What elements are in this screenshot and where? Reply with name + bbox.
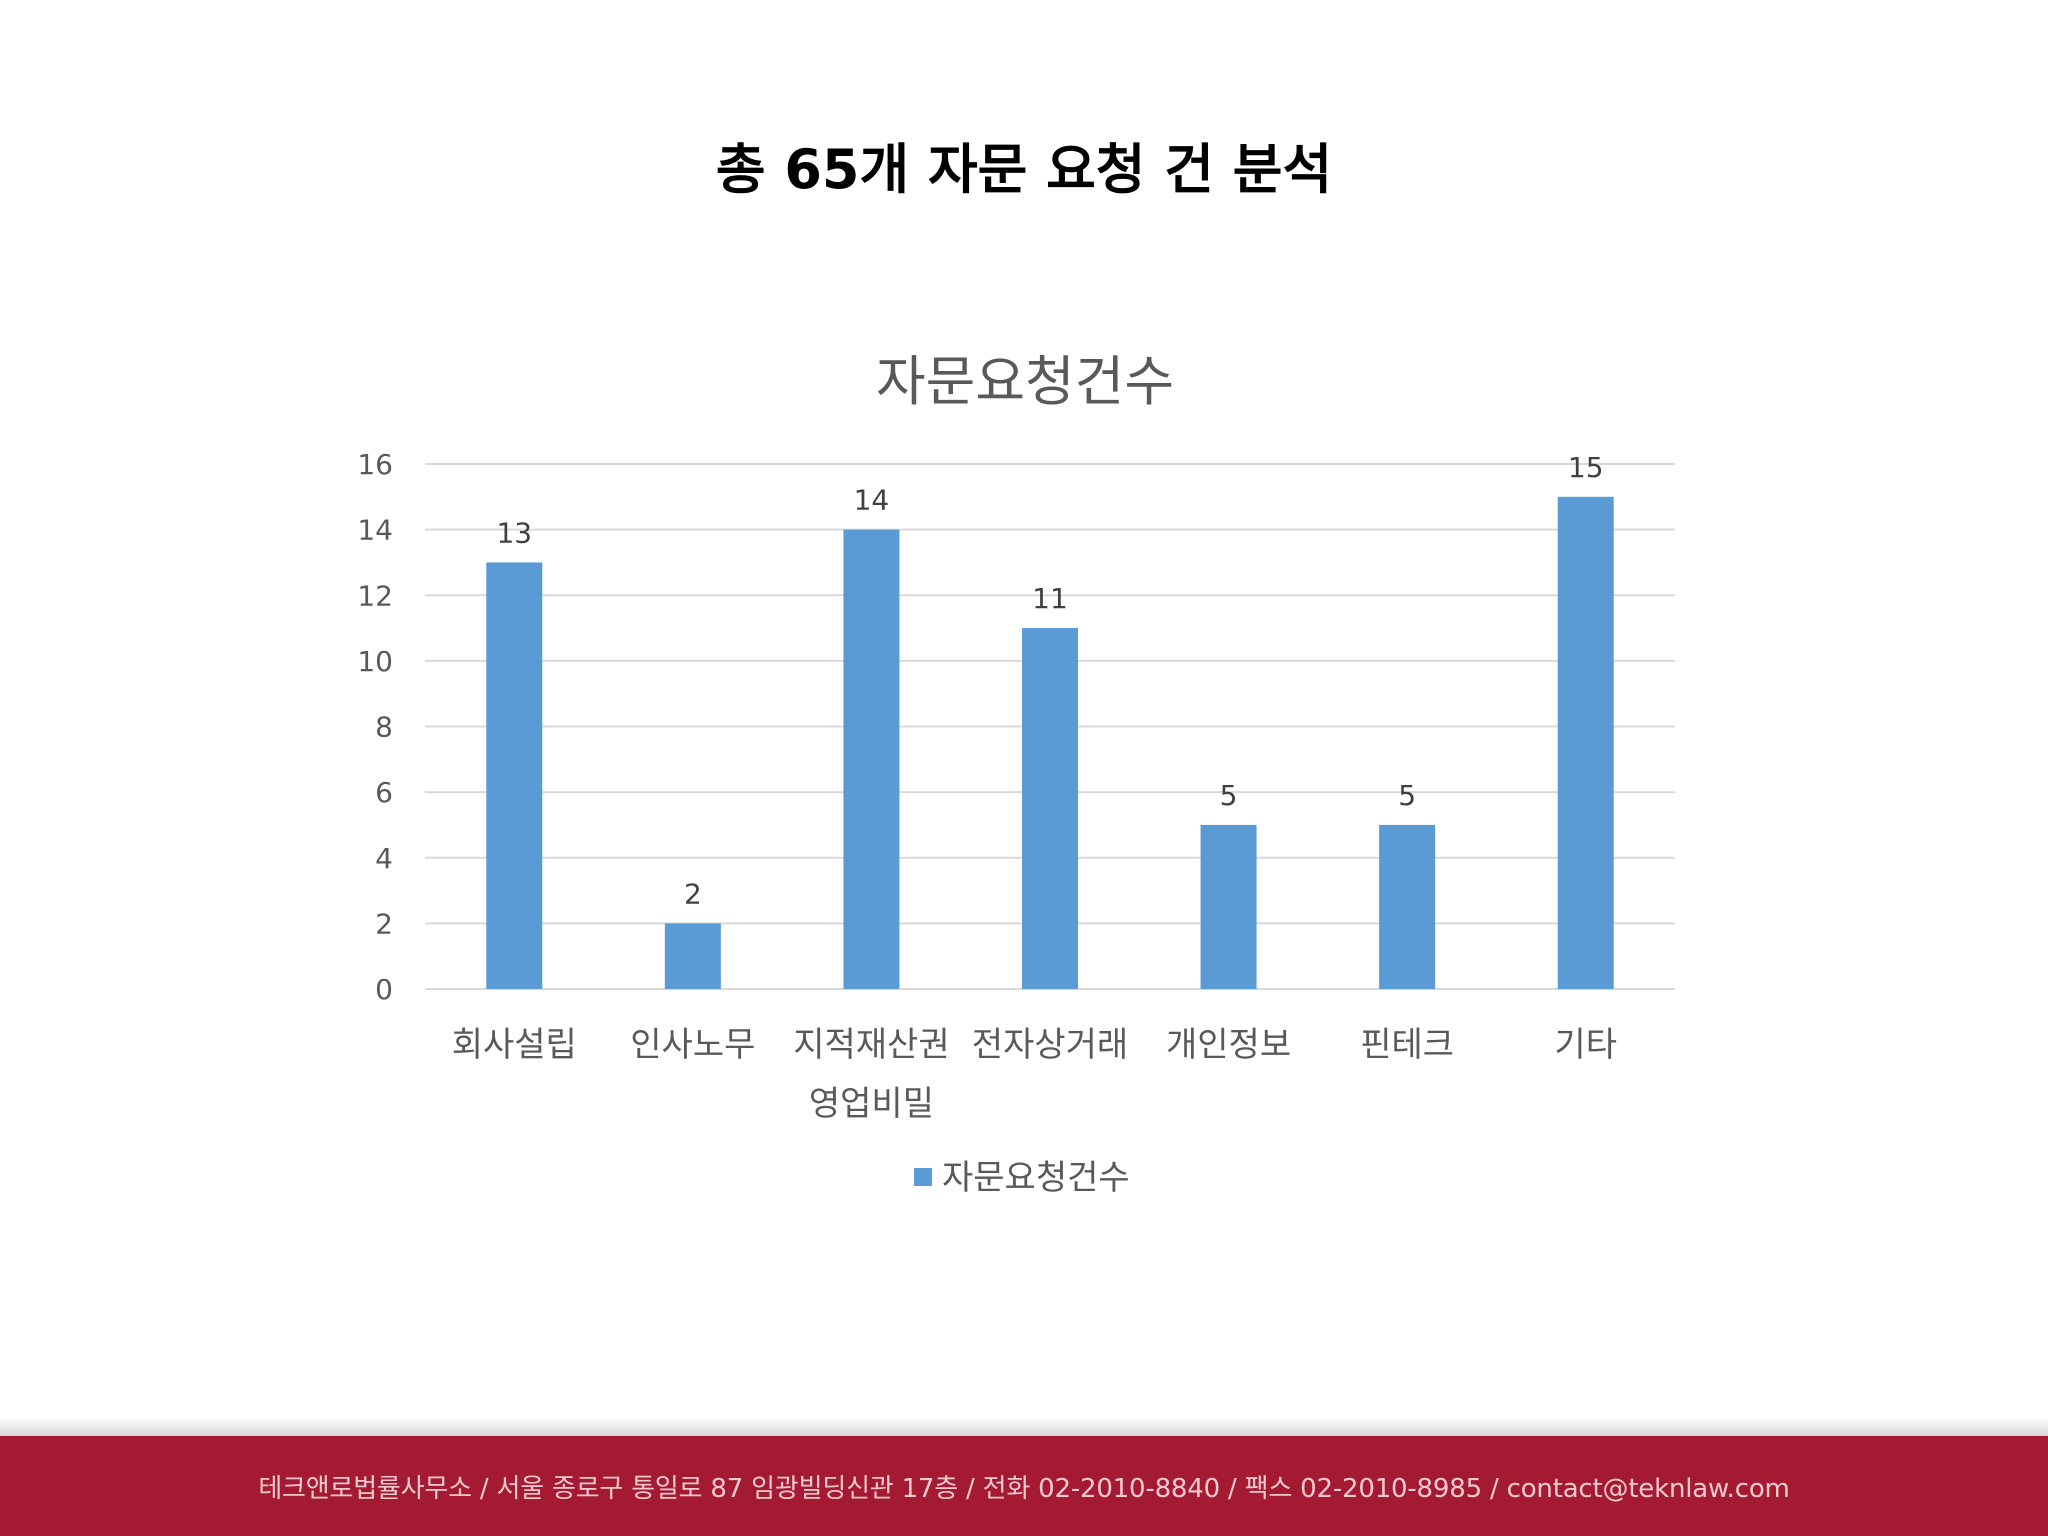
x-tick-label: 전자상거래 [972, 1025, 1128, 1065]
data-label: 11 [1032, 582, 1068, 615]
y-tick-label: 12 [357, 579, 393, 612]
bar [664, 923, 721, 989]
y-tick-label: 4 [375, 842, 393, 875]
bar [1379, 824, 1436, 989]
x-tick-label: 핀테크 [1360, 1025, 1454, 1065]
x-tick-label: 인사노무 [630, 1025, 755, 1065]
x-tick-label: 영업비밀 [809, 1084, 934, 1124]
chart-title: 자문요청건수 [876, 350, 1174, 413]
legend-swatch [914, 1168, 932, 1186]
y-tick-label: 0 [375, 973, 393, 1006]
legend: 자문요청건수 [914, 1158, 1130, 1198]
y-tick-label: 8 [375, 711, 393, 744]
data-label: 5 [1220, 779, 1238, 812]
page-title: 총 65개 자문 요청 건 분석 [715, 138, 1333, 201]
y-tick-label: 2 [375, 907, 393, 940]
y-tick-label: 16 [357, 448, 393, 481]
bar [843, 529, 900, 989]
bar-chart: 자문요청건수 0 2 4 6 8 10 12 14 16 13 2 14 11 5 5 15 회사설립 인사노… [357, 350, 1675, 1198]
data-label: 2 [684, 877, 702, 910]
y-tick-label: 10 [357, 645, 393, 678]
bar [1200, 824, 1257, 989]
legend-label: 자문요청건수 [942, 1158, 1130, 1198]
bars [486, 496, 1614, 989]
x-tick-label: 회사설립 [452, 1025, 577, 1065]
data-label: 15 [1568, 451, 1604, 484]
bar [1557, 496, 1614, 989]
data-label: 13 [496, 516, 532, 549]
x-tick-label: 기타 [1554, 1025, 1617, 1065]
footer: 테크앤로법률사무소 / 서울 종로구 통일로 87 임광빌딩신관 17층 / 전… [0, 1436, 2048, 1536]
y-tick-label: 14 [357, 514, 393, 547]
x-tick-label: 지적재산권 [793, 1025, 949, 1065]
y-axis-ticks: 0 2 4 6 8 10 12 14 16 [357, 448, 393, 1006]
bar [486, 562, 543, 989]
y-tick-label: 6 [375, 776, 393, 809]
data-label: 14 [854, 484, 890, 517]
bar [1022, 628, 1078, 989]
data-label: 5 [1398, 779, 1416, 812]
footer-shadow [0, 1418, 2048, 1438]
x-tick-label: 개인정보 [1166, 1025, 1291, 1065]
data-labels: 13 2 14 11 5 5 15 [496, 451, 1603, 911]
footer-contact-text: 테크앤로법률사무소 / 서울 종로구 통일로 87 임광빌딩신관 17층 / 전… [258, 1473, 1790, 1504]
